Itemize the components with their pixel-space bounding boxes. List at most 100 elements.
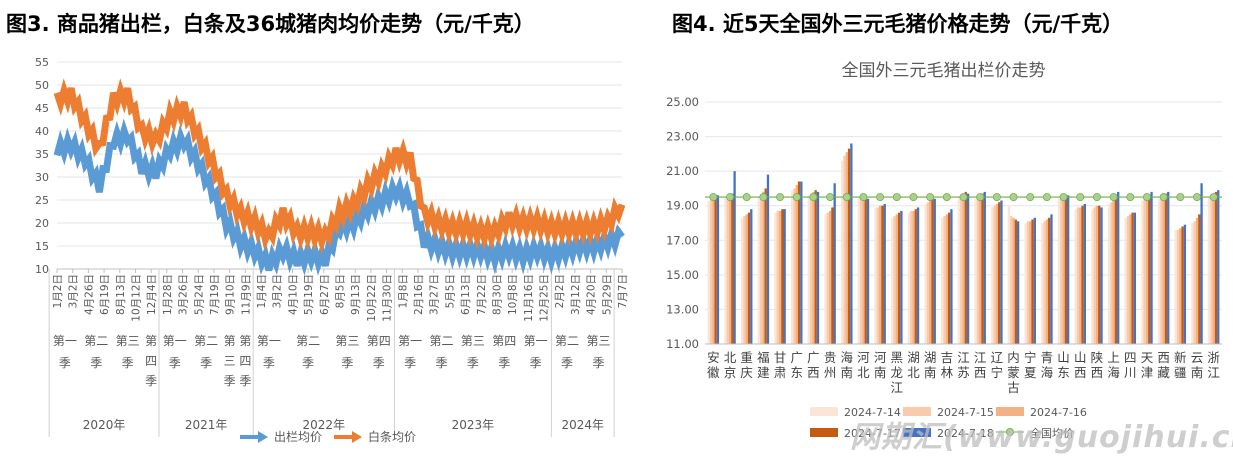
category-9: [857, 195, 870, 344]
bar: [1214, 191, 1218, 344]
quarter-char: 季: [239, 374, 251, 388]
category-label: 肃: [774, 365, 787, 380]
y-tick-label: 55: [35, 56, 49, 69]
category-label: 西: [807, 365, 820, 380]
bar: [1133, 212, 1137, 344]
category-label: 古: [1007, 380, 1020, 395]
quarter-text: 季: [341, 356, 353, 370]
bar: [762, 191, 765, 344]
bar: [814, 190, 817, 344]
bar: [910, 210, 913, 344]
quarter-text: 季: [122, 356, 134, 370]
x-tick-label: 6月13日: [460, 274, 472, 315]
bar: [845, 152, 848, 344]
quarter-text: 第一: [524, 334, 548, 348]
y-tick-label: 30: [35, 171, 49, 184]
category-name: 内蒙古: [1014, 38, 1015, 39]
bar: [724, 197, 727, 344]
quarter-text: 季: [530, 356, 542, 370]
category-label: 云: [1191, 350, 1204, 365]
quarter-text: 季: [498, 356, 510, 370]
x-tick-label: 2月2日: [554, 274, 566, 308]
category-label: 北: [857, 365, 870, 380]
category-name: 宁夏: [1030, 38, 1031, 39]
quarter-text: 季: [59, 356, 71, 370]
quarter-char: 季: [145, 374, 157, 388]
bar: [1074, 209, 1077, 344]
average-point: [709, 193, 718, 202]
x-tick-label: 3月26日: [178, 274, 190, 315]
bar: [1143, 198, 1146, 344]
y-tick-label: 10: [35, 263, 49, 276]
category-8: [841, 143, 853, 344]
y-tick-label: 45: [35, 102, 49, 115]
bar: [998, 202, 1001, 344]
average-point: [1009, 193, 1018, 202]
quarter-text: 第三: [586, 334, 610, 348]
category-label: 江: [891, 380, 904, 395]
y-tick-label: 17.00: [666, 233, 699, 247]
average-point: [959, 193, 968, 202]
bar: [824, 214, 827, 344]
bar: [907, 212, 911, 344]
bar: [714, 197, 717, 344]
category-22: [1074, 203, 1086, 344]
quarter-text: 第三: [116, 334, 140, 348]
bar: [914, 209, 917, 344]
x-tick-label: 3月12日: [570, 274, 582, 315]
bar: [726, 197, 729, 344]
bar: [876, 207, 879, 344]
bar: [1043, 221, 1046, 344]
bar: [843, 155, 846, 344]
category-label: 西: [1091, 365, 1104, 380]
x-tick-label: 11月30日: [382, 274, 394, 322]
bar: [893, 216, 896, 344]
category-29: [1191, 183, 1203, 344]
average-point: [926, 193, 935, 202]
bar: [1083, 203, 1086, 344]
average-point: [759, 193, 768, 202]
bar: [1016, 221, 1020, 344]
quarter-label: 第二季: [555, 334, 579, 370]
bar: [743, 216, 746, 344]
bar: [1126, 216, 1130, 344]
bar: [731, 193, 734, 344]
bar: [826, 212, 829, 344]
category-20: [1041, 214, 1053, 344]
category-15: [957, 191, 970, 344]
watermark: 网期汇(www.guojihui.cn): [850, 420, 1233, 455]
legend-label: 2024-7-16: [1030, 406, 1087, 419]
category-label: 内: [1007, 350, 1020, 365]
year-label: 2023年: [452, 418, 495, 432]
bar: [750, 209, 753, 344]
bar: [745, 214, 748, 344]
category-label: 南: [924, 365, 937, 380]
bar: [976, 197, 980, 344]
bar: [1041, 223, 1044, 344]
quarter-text: 季: [436, 356, 448, 370]
bar: [1026, 221, 1030, 344]
bar: [960, 195, 963, 344]
bar: [857, 197, 860, 344]
bar: [859, 195, 863, 344]
bar: [979, 195, 982, 344]
category-label: 南: [874, 365, 887, 380]
bar: [716, 195, 720, 344]
category-label: 建: [757, 365, 770, 380]
bar: [1150, 191, 1153, 344]
quarter-text: 第二: [84, 334, 108, 348]
quarter-char: 四: [239, 354, 251, 368]
category-label: 福: [757, 350, 770, 365]
x-tick-label: 5月29日: [601, 274, 613, 315]
bar: [1079, 207, 1082, 344]
bar: [1167, 191, 1170, 344]
bar: [964, 191, 967, 344]
bar: [795, 184, 798, 344]
bar: [816, 191, 820, 344]
quarter-text: 第三: [335, 334, 359, 348]
bar: [800, 181, 803, 344]
category-label: 蒙: [1007, 365, 1020, 380]
category-label: 江: [957, 350, 970, 365]
category-name: 重庆: [747, 38, 748, 39]
category-label: 海: [841, 350, 854, 365]
